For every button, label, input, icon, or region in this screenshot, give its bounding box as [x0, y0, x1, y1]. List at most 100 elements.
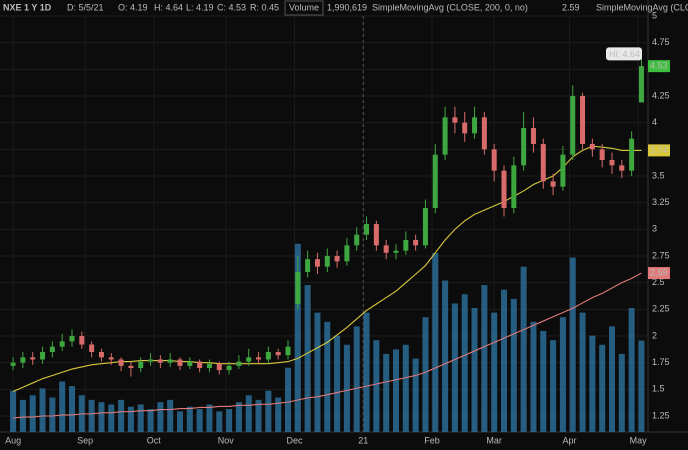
candle-body	[373, 224, 379, 246]
header-item: L: 4.19	[186, 2, 214, 12]
candle-body	[216, 363, 222, 371]
candle-body	[118, 359, 124, 366]
y-tick-label: 1.5	[652, 384, 665, 394]
candle-body	[236, 361, 242, 366]
volume-bar	[314, 312, 321, 432]
candle-body	[511, 165, 517, 208]
volume-bar	[579, 312, 586, 432]
candle-body	[491, 149, 497, 171]
volume-bar	[39, 388, 46, 432]
volume-bar	[216, 411, 223, 432]
volume-bar	[334, 335, 341, 432]
candle-body	[108, 357, 114, 360]
candle-body	[619, 165, 625, 171]
high-bubble	[606, 47, 642, 61]
volume-bar	[540, 331, 547, 432]
candle-body	[295, 272, 301, 304]
volume-bar	[461, 294, 468, 432]
candle-body	[629, 138, 635, 171]
y-tick-label: 3	[652, 224, 657, 234]
volume-bar	[383, 353, 390, 432]
candle-body	[314, 259, 320, 267]
volume-bar	[510, 298, 517, 432]
candle-body	[40, 352, 46, 360]
x-tick-label: Apr	[562, 435, 576, 445]
candle-body	[167, 359, 173, 363]
candle-body	[10, 362, 16, 366]
candle-body	[638, 66, 644, 103]
volume-bar	[520, 266, 527, 432]
volume-bar	[29, 395, 36, 432]
candle-body	[560, 154, 566, 187]
x-tick-label: Nov	[218, 435, 235, 445]
volume-bar	[569, 257, 576, 432]
candle-body	[20, 357, 26, 363]
candle-body	[501, 170, 507, 208]
volume-bar	[618, 353, 625, 432]
candle-body	[521, 128, 527, 166]
candle-body	[354, 234, 360, 246]
header-item: NXE 1 Y 1D	[3, 2, 52, 12]
candle-body	[403, 240, 409, 251]
candle-body	[422, 208, 428, 246]
header-item: O: 4.19	[118, 2, 148, 12]
volume-bar	[343, 344, 350, 432]
candle-body	[138, 361, 144, 368]
candle-body	[570, 96, 576, 155]
candle-body	[364, 224, 370, 235]
volume-bar	[442, 280, 449, 432]
volume-bar	[196, 409, 203, 432]
last-value-label: 2.59	[650, 267, 668, 277]
candle-body	[462, 122, 468, 134]
volume-bar	[393, 349, 399, 432]
last-value-label: 4.53	[650, 61, 668, 71]
y-tick-label: 2.5	[652, 277, 665, 287]
candle-body	[481, 117, 487, 150]
candle-body	[550, 181, 556, 187]
volume-bar	[422, 317, 429, 432]
candle-body	[177, 359, 183, 366]
volume-bar	[177, 411, 183, 432]
y-tick-label: 4	[652, 117, 657, 127]
volume-bar	[88, 399, 95, 432]
candle-body	[69, 336, 75, 342]
candle-body	[246, 357, 252, 362]
volume-bar	[118, 399, 125, 432]
x-tick-label: May	[630, 435, 648, 445]
volume-bar	[550, 340, 557, 432]
candle-body	[432, 154, 438, 208]
candle-body	[324, 256, 330, 267]
header-item: H: 4.64	[154, 2, 183, 12]
candle-body	[383, 245, 389, 253]
candle-body	[275, 352, 281, 356]
volume-bar	[373, 340, 380, 432]
volume-bar	[255, 399, 262, 432]
x-tick-label: Sep	[77, 435, 93, 445]
overlay: 1.251.51.7522.252.52.7533.253.53.7544.25…	[3, 0, 688, 445]
candle-body	[79, 336, 85, 345]
volume-bar	[19, 399, 26, 432]
candle-body	[148, 359, 154, 362]
candle-body	[413, 240, 419, 246]
header-item: C: 4.53	[217, 2, 246, 12]
sma-line	[12, 145, 642, 392]
volume-bar	[226, 409, 233, 432]
y-tick-label: 5	[652, 10, 657, 20]
x-tick-label: Feb	[424, 435, 440, 445]
y-tick-label: 3.5	[652, 170, 665, 180]
volume-bar	[599, 344, 606, 432]
candle-body	[197, 361, 203, 368]
x-tick-label: 21	[358, 435, 368, 445]
candle-body	[285, 346, 291, 356]
volume-bar	[363, 312, 370, 432]
volume-bar	[98, 402, 105, 432]
volume-box	[284, 0, 324, 16]
candle-body	[226, 365, 232, 371]
y-tick-label: 3.25	[652, 197, 670, 207]
volume-bar	[609, 326, 615, 432]
candle-body	[393, 250, 399, 253]
volume-bar	[481, 285, 488, 432]
volume-bar	[157, 402, 164, 432]
y-tick-label: 4.25	[652, 90, 670, 100]
